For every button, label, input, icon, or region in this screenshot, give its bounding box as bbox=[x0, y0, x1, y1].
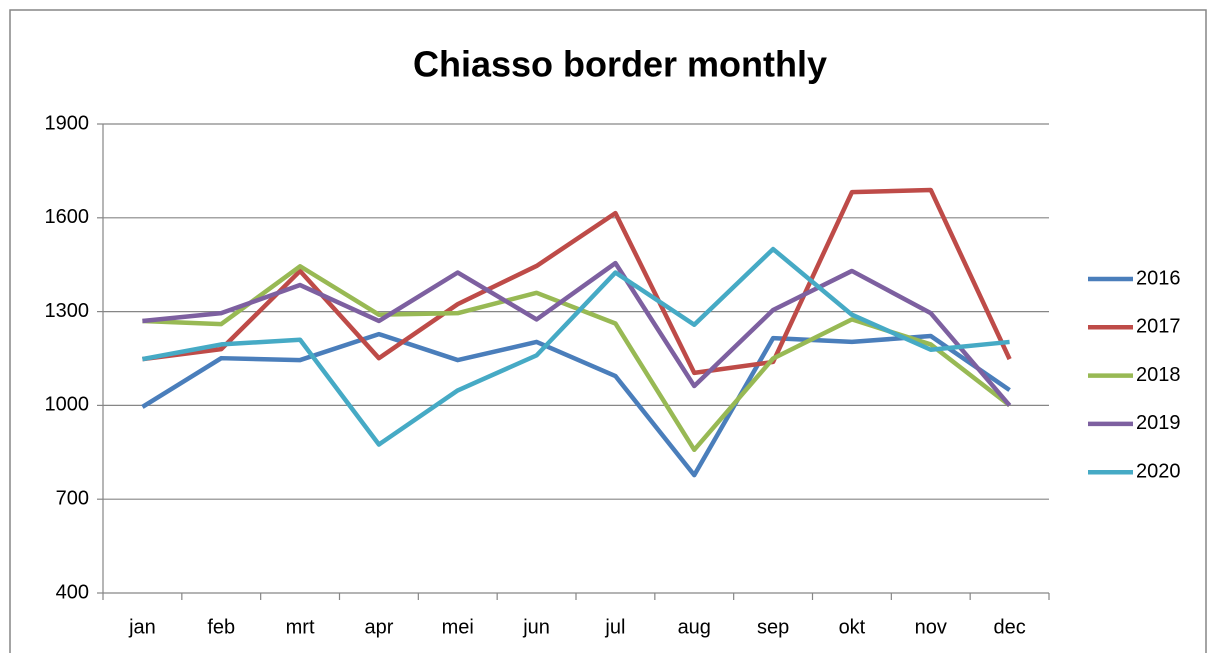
x-tick-label: mei bbox=[442, 616, 474, 638]
legend-label: 2019 bbox=[1136, 412, 1181, 434]
series-line bbox=[141, 331, 1011, 478]
x-tick-label: mrt bbox=[286, 616, 315, 638]
y-tick-label: 1300 bbox=[45, 300, 90, 322]
legend-label: 2018 bbox=[1136, 364, 1181, 386]
y-tick-label: 1900 bbox=[45, 112, 90, 134]
x-tick-label: jul bbox=[604, 616, 625, 638]
y-tick-label: 1600 bbox=[45, 206, 90, 228]
series-line bbox=[142, 260, 1012, 407]
chart-border bbox=[9, 9, 1207, 658]
legend-label: 2020 bbox=[1136, 460, 1181, 482]
x-tick-label: sep bbox=[757, 616, 789, 638]
x-tick-label: aug bbox=[678, 616, 711, 638]
x-tick-label: dec bbox=[993, 616, 1025, 638]
legend-label: 2016 bbox=[1136, 267, 1181, 289]
x-tick-label: feb bbox=[207, 616, 235, 638]
x-tick-label: apr bbox=[364, 616, 393, 638]
y-tick-label: 1000 bbox=[45, 394, 90, 416]
series-line bbox=[142, 264, 1011, 453]
chart-title: Chiasso border monthly bbox=[413, 44, 827, 85]
y-tick-label: 700 bbox=[56, 487, 89, 509]
x-tick-label: jan bbox=[128, 616, 156, 638]
series-line bbox=[142, 246, 1010, 447]
legend-label: 2017 bbox=[1136, 316, 1181, 338]
y-tick-label: 400 bbox=[56, 581, 89, 603]
x-tick-label: okt bbox=[839, 616, 866, 638]
series-line bbox=[142, 187, 1012, 376]
x-tick-label: nov bbox=[915, 616, 947, 638]
x-tick-label: jun bbox=[522, 616, 550, 638]
